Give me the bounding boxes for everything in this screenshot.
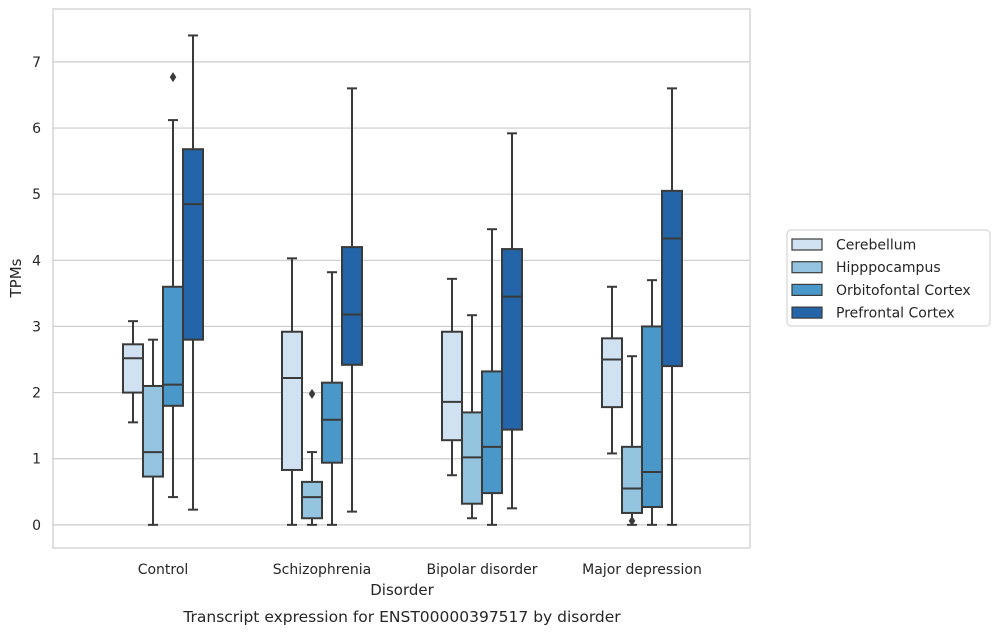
box-body xyxy=(341,246,363,366)
box-body xyxy=(182,148,204,341)
legend-label: Hipppocampus xyxy=(836,260,941,276)
box-body xyxy=(142,384,164,478)
box-prefrontal-cortex xyxy=(182,34,204,511)
legend: Cerebellum Hipppocampus Orbitofontal Corte… xyxy=(786,229,991,327)
outlier-point xyxy=(169,72,177,83)
y-tick-label: 5 xyxy=(32,187,41,203)
box-prefrontal-cortex xyxy=(501,132,523,510)
boxes xyxy=(122,34,683,526)
chart-caption: Transcript expression for ENST0000039751… xyxy=(182,608,621,626)
box-cerebellum xyxy=(601,285,623,455)
box-cerebellum xyxy=(281,257,303,526)
box-body xyxy=(641,325,663,508)
y-tick-label: 4 xyxy=(32,253,41,269)
box-cerebellum xyxy=(122,320,144,424)
y-axis-label: TPMs xyxy=(7,258,25,298)
x-tick-label: Control xyxy=(138,562,189,578)
legend-swatch xyxy=(791,261,823,274)
outlier-point xyxy=(628,515,636,526)
box-orbitofontal-cortex xyxy=(162,72,184,499)
box-hipppocampus xyxy=(142,338,164,526)
box-cerebellum xyxy=(441,277,463,477)
box-prefrontal-cortex xyxy=(661,87,683,526)
box-prefrontal-cortex xyxy=(341,87,363,513)
box-body xyxy=(601,337,623,409)
x-tick-labels: Control Schizophrenia Bipolar disorder Majo… xyxy=(138,562,702,578)
legend-label: Cerebellum xyxy=(836,238,916,254)
box-body xyxy=(441,330,463,442)
y-tick-label: 2 xyxy=(32,386,41,402)
box-body xyxy=(162,285,184,407)
legend-swatch xyxy=(791,306,823,319)
box-hipppocampus xyxy=(301,388,323,526)
box-orbitofontal-cortex xyxy=(481,228,503,526)
box-body xyxy=(501,248,523,431)
legend-swatch xyxy=(791,283,823,296)
legend-frame xyxy=(786,229,991,327)
box-body xyxy=(321,381,343,464)
y-tick-label: 6 xyxy=(32,121,41,137)
y-tick-label: 1 xyxy=(32,452,41,468)
box-body xyxy=(661,189,683,368)
x-axis-label: Disorder xyxy=(370,581,434,599)
box-body xyxy=(301,480,323,520)
outlier-point xyxy=(308,388,316,399)
box-body xyxy=(481,370,503,495)
y-tick-label: 3 xyxy=(32,319,41,335)
box-body xyxy=(621,445,643,514)
y-tick-labels: 0 1 2 3 4 5 6 7 xyxy=(32,55,41,534)
y-tick-label: 0 xyxy=(32,518,41,534)
box-orbitofontal-cortex xyxy=(641,279,663,526)
legend-label: Orbitofontal Cortex xyxy=(836,283,971,299)
legend-swatch xyxy=(791,238,823,251)
x-tick-label: Bipolar disorder xyxy=(426,562,537,578)
x-tick-label: Schizophrenia xyxy=(273,562,371,578)
box-body xyxy=(281,330,303,471)
x-tick-label: Major depression xyxy=(582,562,702,578)
legend-label: Prefrontal Cortex xyxy=(836,306,955,322)
y-tick-label: 7 xyxy=(32,55,41,71)
box-body xyxy=(122,343,144,394)
box-hipppocampus xyxy=(621,355,643,526)
box-orbitofontal-cortex xyxy=(321,271,343,526)
